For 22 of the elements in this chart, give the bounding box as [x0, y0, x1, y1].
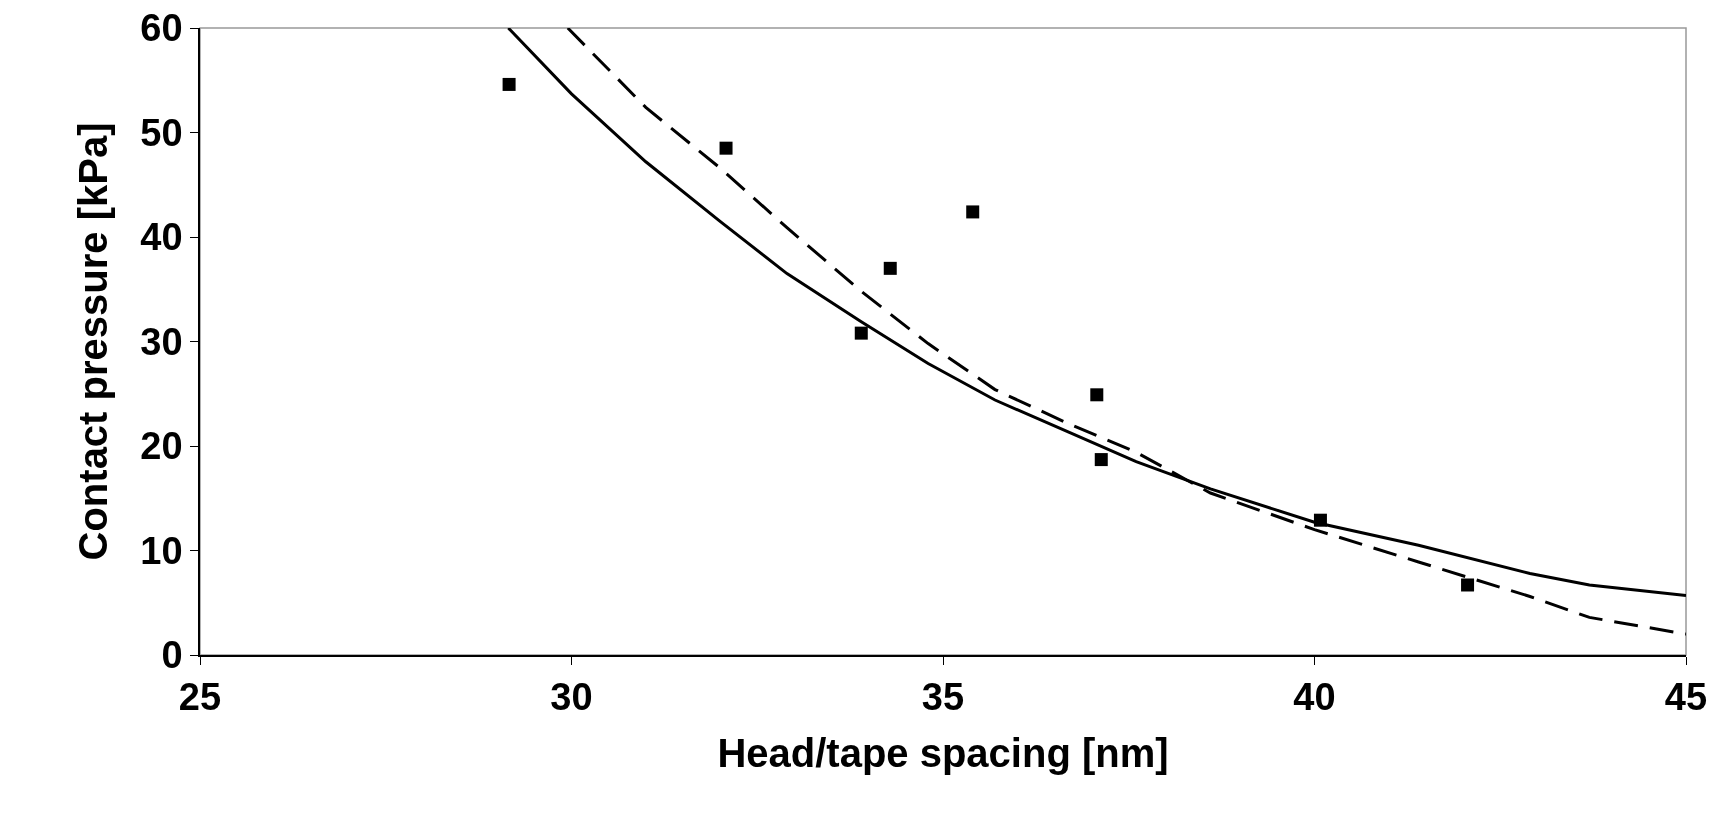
y-tick-label: 60	[140, 7, 183, 50]
x-tick-label: 35	[921, 676, 965, 719]
y-tick-label: 0	[161, 634, 183, 677]
x-tick-label: 45	[1664, 676, 1708, 719]
y-tick-label: 50	[140, 111, 183, 154]
point	[883, 261, 897, 275]
y-tick-label: 40	[140, 216, 183, 259]
y-tick-label: 10	[140, 529, 183, 572]
x-tick-label: 30	[550, 676, 593, 719]
point	[1461, 578, 1475, 592]
y-tick-label: 30	[140, 320, 183, 363]
x-tick-label: 25	[178, 676, 222, 719]
point	[719, 141, 733, 155]
point	[966, 205, 980, 219]
point	[502, 77, 516, 91]
x-tick-label: 40	[1293, 676, 1336, 719]
y-tick-label: 20	[140, 425, 183, 468]
point	[1094, 453, 1108, 467]
point	[854, 326, 868, 340]
y-axis-title: Contact pressure [kPa]	[71, 122, 116, 561]
x-axis-title: Head/tape spacing [nm]	[717, 731, 1169, 776]
point	[1090, 388, 1104, 402]
